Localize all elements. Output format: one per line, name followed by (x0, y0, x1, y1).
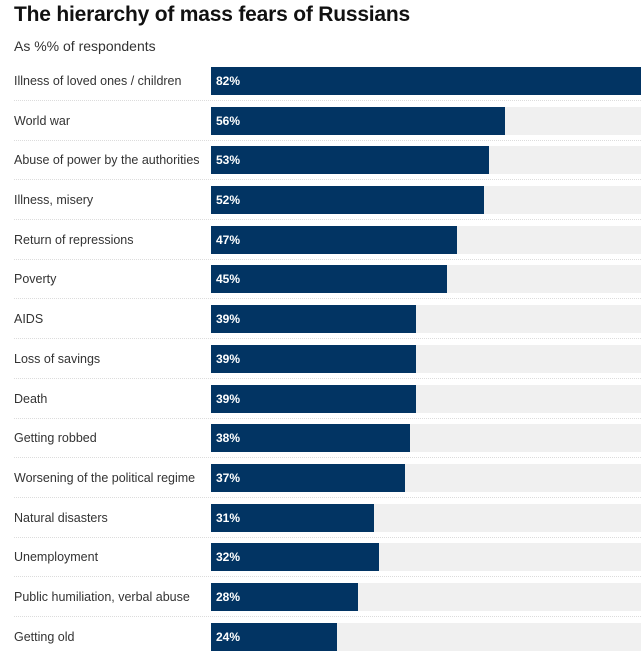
bar-track: 39% (211, 384, 641, 413)
bar-track: 28% (211, 582, 641, 611)
row-separator (14, 615, 641, 617)
bar: 28% (211, 582, 358, 611)
bar-track: 32% (211, 543, 641, 572)
bar-row: Worsening of the political regime 37% (0, 463, 641, 504)
category-label: Loss of savings (14, 351, 101, 366)
value-label: 56% (216, 113, 241, 128)
bar-rows: Illness of loved ones / children 82% World… (0, 67, 641, 662)
bar-row: Getting robbed 38% (0, 424, 641, 464)
row-separator (14, 496, 641, 498)
bar: 38% (211, 424, 411, 453)
bar: 52% (211, 186, 484, 215)
bar: 31% (211, 503, 374, 532)
value-label: 45% (216, 272, 241, 287)
category-label: Death (14, 391, 48, 406)
row-separator (14, 457, 641, 459)
bar-row: Poverty 45% (0, 265, 641, 305)
row-separator (14, 417, 641, 419)
row-separator (14, 298, 641, 300)
bar-row: Public humiliation, verbal abuse 28% (0, 582, 641, 623)
category-label: Illness of loved ones / children (14, 74, 182, 88)
value-label: 38% (216, 431, 241, 446)
value-label: 82% (216, 74, 241, 88)
bar-row: Illness of loved ones / children 82% (0, 67, 641, 107)
bar-track: 24% (211, 622, 641, 651)
bar-track: 45% (211, 265, 641, 294)
value-label: 52% (216, 193, 241, 208)
bar-row: AIDS 39% (0, 305, 641, 345)
bar: 37% (211, 463, 406, 492)
row-separator (14, 536, 641, 538)
bar-track: 52% (211, 186, 641, 215)
category-label: Natural disasters (14, 510, 108, 525)
bar-track: 47% (211, 225, 641, 254)
row-separator (14, 338, 641, 340)
bar: 24% (211, 622, 337, 651)
value-label: 32% (216, 550, 241, 565)
category-label: World war (14, 113, 71, 128)
bar-row: Getting old 24% (0, 622, 641, 662)
row-separator (14, 576, 641, 578)
category-label: Abuse of power by the authorities (14, 153, 200, 168)
row-separator (14, 100, 641, 101)
category-label: Poverty (14, 272, 57, 287)
bar-track: 39% (211, 344, 641, 373)
row-separator (14, 219, 641, 221)
category-label: Public humiliation, verbal abuse (14, 589, 190, 604)
bar: 45% (211, 265, 447, 294)
row-separator (14, 179, 641, 181)
bar-track: 53% (211, 146, 641, 175)
bar-row: Unemployment 32% (0, 543, 641, 583)
bar-track: 56% (211, 106, 641, 135)
bar-row: World war 56% (0, 106, 641, 147)
value-label: 39% (216, 312, 241, 327)
bar: 82% (211, 67, 641, 95)
value-label: 47% (216, 232, 241, 247)
value-label: 28% (216, 589, 241, 604)
category-label: Worsening of the political regime (14, 470, 196, 485)
bar-row: Abuse of power by the authorities 53% (0, 146, 641, 186)
bar-track: 37% (211, 463, 641, 492)
row-separator (14, 139, 641, 141)
row-separator (14, 377, 641, 379)
value-label: 24% (216, 629, 241, 644)
bar-row: Illness, misery 52% (0, 186, 641, 226)
value-label: 53% (216, 153, 241, 168)
bar: 56% (211, 106, 505, 135)
bar: 53% (211, 146, 489, 175)
bar-row: Loss of savings 39% (0, 344, 641, 385)
bar: 32% (211, 543, 379, 572)
chart-subtitle: As %% of respondents (14, 38, 156, 54)
value-label: 39% (216, 391, 241, 406)
category-label: Illness, misery (14, 193, 94, 208)
bar: 47% (211, 225, 458, 254)
chart-title: The hierarchy of mass fears of Russians (14, 3, 411, 26)
bar-track: 82% (211, 67, 641, 95)
bar: 39% (211, 344, 416, 373)
category-label: Return of repressions (14, 232, 134, 247)
value-label: 31% (216, 510, 241, 525)
category-label: Unemployment (14, 550, 99, 565)
row-separator (14, 258, 641, 260)
bar: 39% (211, 305, 416, 334)
value-label: 39% (216, 351, 241, 366)
value-label: 37% (216, 470, 241, 485)
bar-row: Return of repressions 47% (0, 225, 641, 266)
bar-row: Death 39% (0, 384, 641, 425)
category-label: Getting old (14, 629, 75, 644)
bar: 39% (211, 384, 416, 413)
bar-track: 31% (211, 503, 641, 532)
bar-row: Natural disasters 31% (0, 503, 641, 544)
bar-track: 38% (211, 424, 641, 453)
category-label: AIDS (14, 312, 44, 327)
bar-track: 39% (211, 305, 641, 334)
category-label: Getting robbed (14, 431, 97, 446)
